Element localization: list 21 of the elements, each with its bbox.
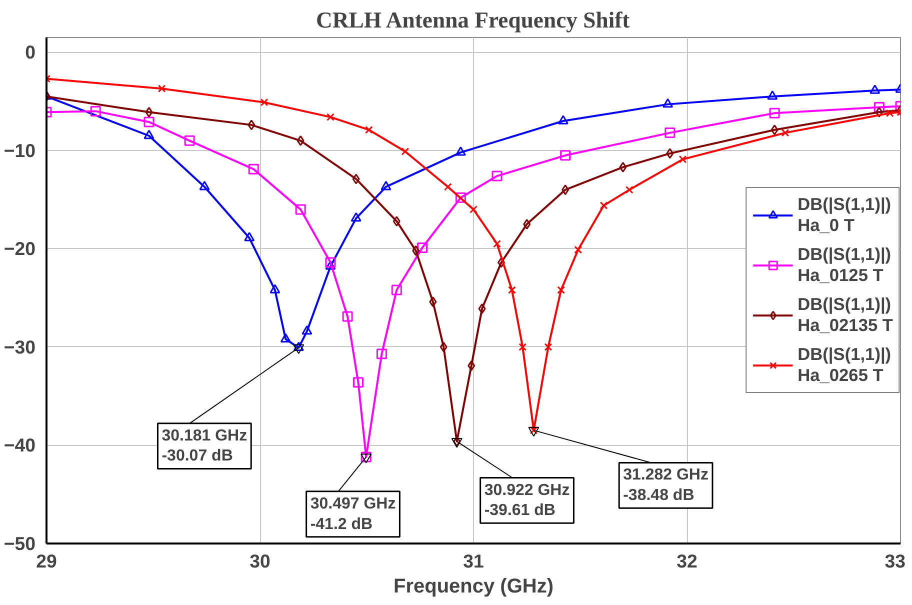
- y-tick-label: 0: [25, 42, 36, 63]
- legend-label: DB(|S(1,1)|) Ha_0125 T: [798, 244, 892, 286]
- x-tick-label: 32: [676, 550, 698, 572]
- y-tick-label: −20: [4, 238, 36, 260]
- x-tick-label: 29: [36, 550, 57, 572]
- x-axis-title: Frequency (GHz): [393, 576, 554, 598]
- legend-label: DB(|S(1,1)|) Ha_0265 T: [798, 344, 892, 386]
- annotation: 31.282 GHz -38.48 dB: [623, 466, 708, 504]
- annotation: 30.922 GHz -39.61 dB: [484, 482, 570, 520]
- y-tick-label: −50: [4, 533, 36, 554]
- x-tick-label: 31: [463, 550, 484, 572]
- y-tick-label: −40: [4, 434, 36, 456]
- y-tick-label: −30: [4, 336, 36, 358]
- annotation: 30.181 GHz -30.07 dB: [162, 427, 248, 465]
- y-tick-label: −10: [4, 140, 36, 161]
- legend-label: DB(|S(1,1)|) Ha_02135 T: [798, 294, 893, 336]
- x-tick-label: 30: [250, 550, 270, 572]
- chart-title: CRLH Antenna Frequency Shift: [316, 8, 630, 32]
- annotation: 30.497 GHz -41.2 dB: [310, 495, 396, 533]
- legend-label: DB(|S(1,1)|) Ha_0 T: [798, 194, 892, 236]
- x-tick-label: 33: [884, 550, 906, 572]
